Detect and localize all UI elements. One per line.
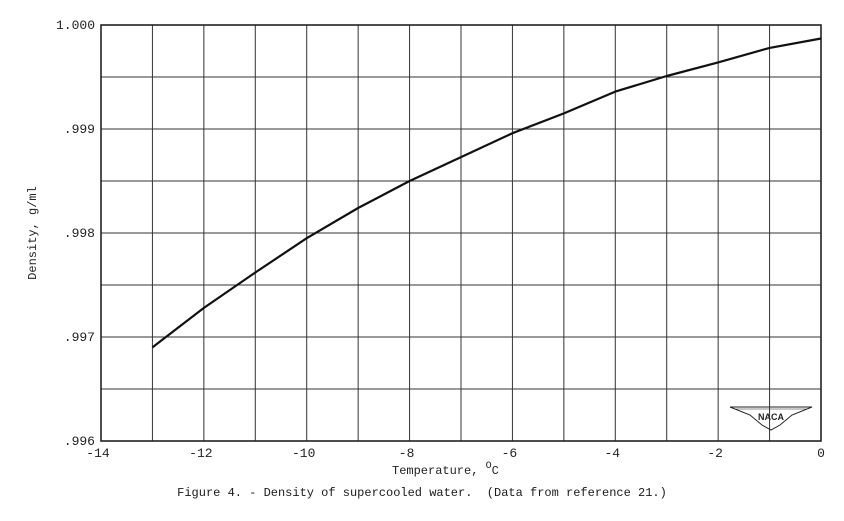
naca-wings-icon (729, 406, 813, 431)
x-axis-label: Temperature, OC (392, 461, 499, 478)
x-axis-ticks: -14 -12 -10 -8 -6 -4 -2 0 (86, 446, 825, 461)
y-tick-label: .999 (64, 122, 95, 137)
grid-lines (100, 24, 822, 442)
x-tick-label: -12 (189, 446, 212, 461)
y-tick-label: .996 (64, 434, 95, 449)
y-axis-label: Density, g/ml (26, 186, 40, 280)
y-tick-label: .998 (64, 226, 95, 241)
y-axis-ticks: .996 .997 .998 .999 1.000 (56, 18, 95, 449)
x-tick-label: -6 (502, 446, 518, 461)
x-tick-label: -4 (604, 446, 620, 461)
naca-logo: NACA (729, 406, 813, 431)
y-tick-label: .997 (64, 330, 95, 345)
x-tick-label: -2 (707, 446, 723, 461)
figure-caption: Figure 4. - Density of supercooled water… (177, 486, 667, 500)
density-curve (151, 37, 822, 349)
x-tick-label: 0 (817, 446, 825, 461)
x-tick-label: -10 (292, 446, 315, 461)
plot-frame (100, 24, 822, 442)
y-tick-label: 1.000 (56, 18, 95, 33)
svg-text:NACA: NACA (758, 412, 784, 422)
x-tick-label: -14 (86, 446, 110, 461)
x-tick-label: -8 (399, 446, 415, 461)
